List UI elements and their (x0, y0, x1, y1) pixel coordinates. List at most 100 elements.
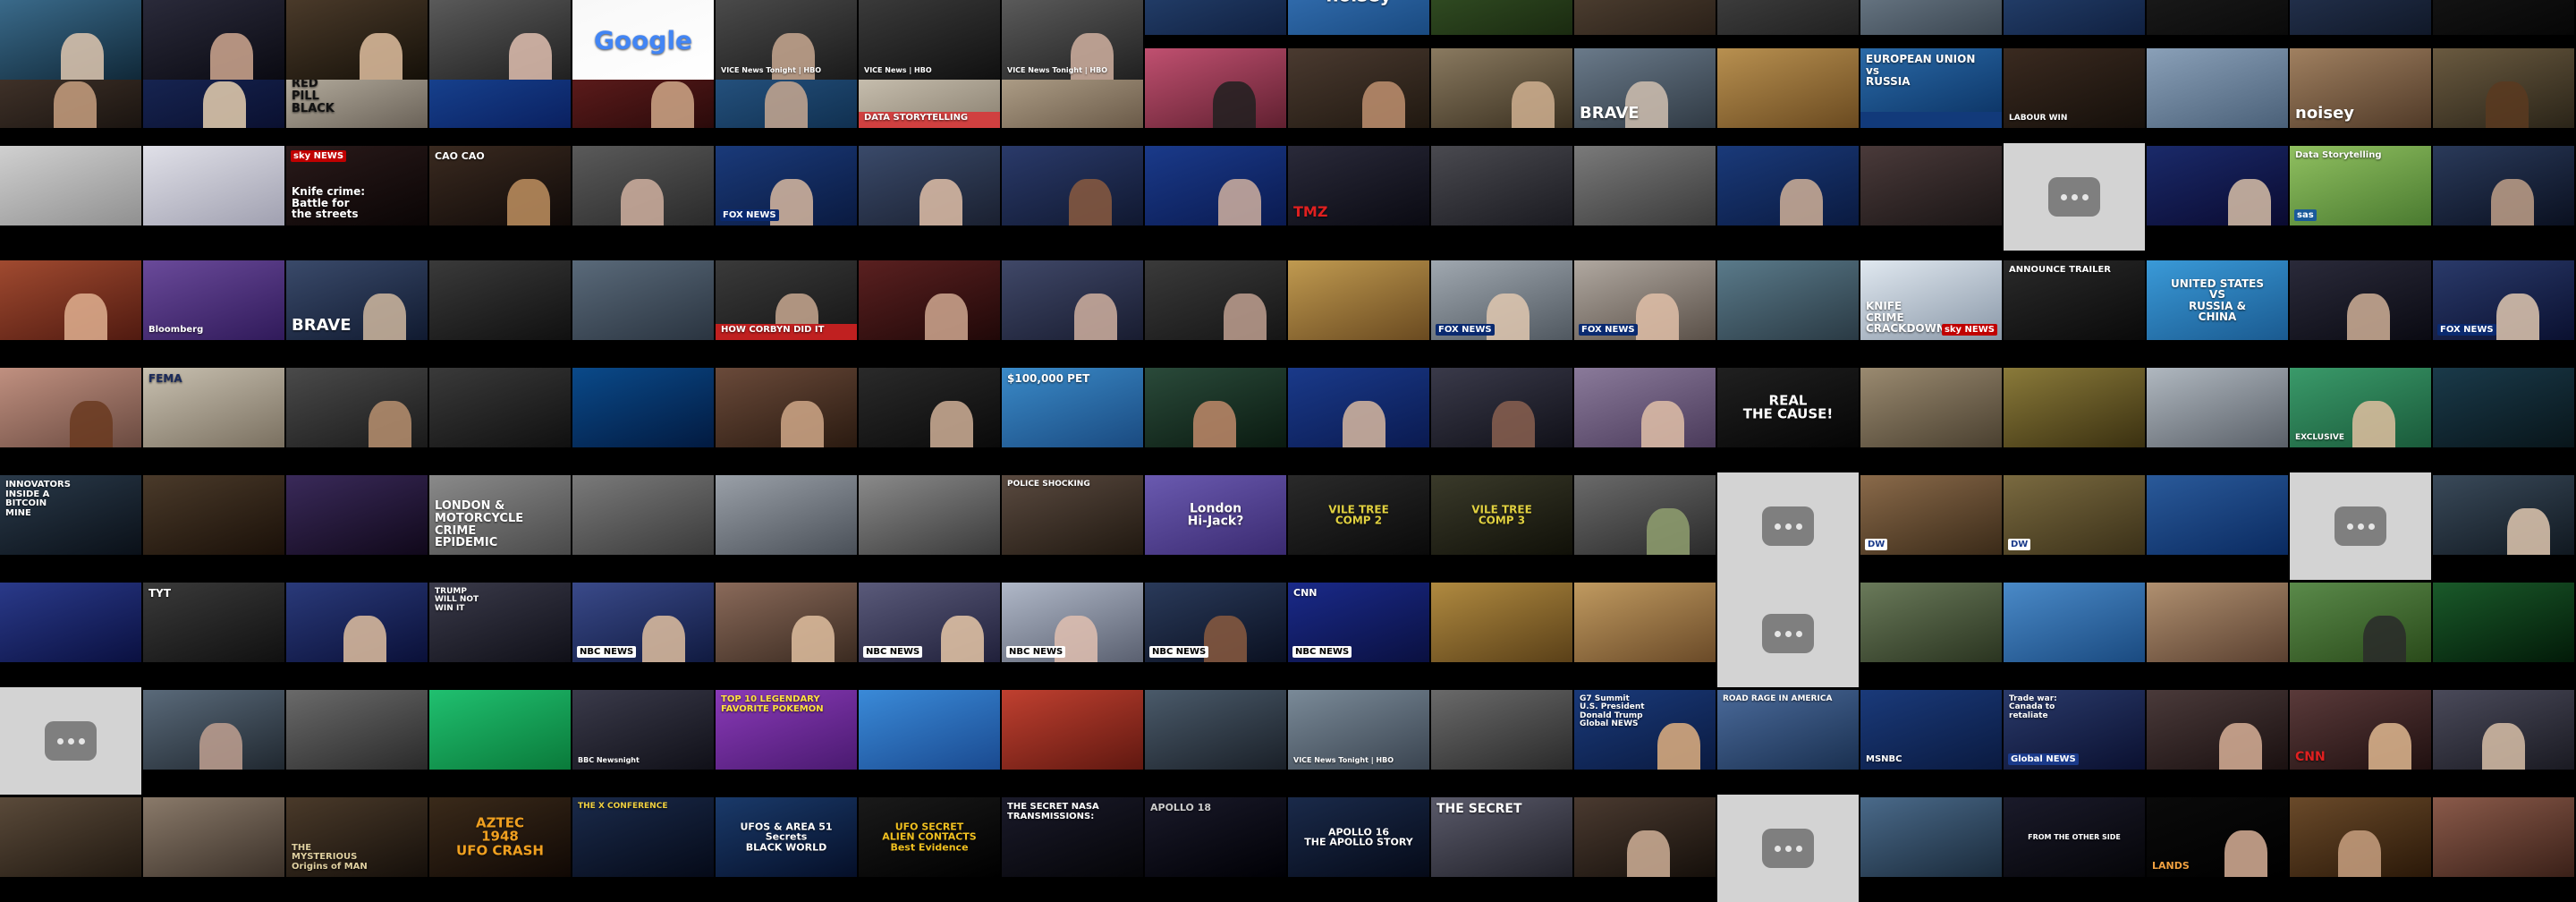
video-thumbnail[interactable] (1574, 583, 1716, 662)
video-thumbnail[interactable] (1717, 260, 1859, 340)
video-thumbnail[interactable] (1288, 368, 1429, 447)
video-thumbnail[interactable]: noisey (2290, 48, 2431, 128)
video-thumbnail[interactable]: CNN NBC NEWS (1288, 583, 1429, 662)
video-thumbnail[interactable]: REAL THE CAUSE! (1717, 368, 1859, 447)
video-thumbnail[interactable] (2290, 583, 2431, 662)
video-thumbnail[interactable] (2433, 797, 2574, 877)
video-thumbnail[interactable] (2433, 583, 2574, 662)
video-thumbnail[interactable]: Trade war: Canada to retaliate Global NEW… (2004, 690, 2145, 770)
video-thumbnail[interactable]: LABOUR WIN (2004, 48, 2145, 128)
video-thumbnail-placeholder[interactable] (2004, 143, 2145, 251)
video-thumbnail[interactable] (1574, 368, 1716, 447)
video-thumbnail[interactable]: VICE News | HBO (859, 0, 1000, 80)
video-thumbnail[interactable]: FOX NEWS (1574, 260, 1716, 340)
video-thumbnail[interactable] (1717, 146, 1859, 226)
video-thumbnail[interactable] (2147, 690, 2288, 770)
video-thumbnail[interactable] (1002, 146, 1143, 226)
video-thumbnail[interactable] (859, 260, 1000, 340)
video-thumbnail[interactable]: APOLLO 16 THE APOLLO STORY (1288, 797, 1429, 877)
video-thumbnail-placeholder[interactable] (0, 687, 141, 795)
video-thumbnail[interactable] (143, 797, 284, 877)
video-thumbnail[interactable] (1002, 260, 1143, 340)
video-thumbnail[interactable] (2433, 368, 2574, 447)
video-thumbnail[interactable] (1431, 146, 1572, 226)
video-thumbnail[interactable] (429, 368, 571, 447)
video-thumbnail[interactable]: London Hi-Jack? (1145, 475, 1286, 555)
video-thumbnail[interactable] (1002, 690, 1143, 770)
video-thumbnail[interactable]: NBC NEWS (859, 583, 1000, 662)
video-thumbnail[interactable] (1574, 475, 1716, 555)
video-thumbnail[interactable] (1288, 260, 1429, 340)
video-thumbnail[interactable]: UFO SECRET ALIEN CONTACTS Best Evidence (859, 797, 1000, 877)
video-thumbnail-placeholder[interactable] (1717, 795, 1859, 902)
video-thumbnail[interactable] (1574, 797, 1716, 877)
video-thumbnail[interactable] (859, 146, 1000, 226)
video-thumbnail[interactable] (0, 583, 141, 662)
video-thumbnail[interactable]: FOX NEWS (1431, 260, 1572, 340)
video-thumbnail[interactable] (286, 690, 428, 770)
video-thumbnail[interactable] (2147, 368, 2288, 447)
video-thumbnail[interactable]: FOX NEWS (716, 146, 857, 226)
video-thumbnail[interactable]: HOW CORBYN DID IT (716, 260, 857, 340)
video-thumbnail[interactable] (572, 146, 714, 226)
video-thumbnail[interactable]: THE MYSTERIOUS Origins of MAN (286, 797, 428, 877)
video-thumbnail[interactable]: TYT (143, 583, 284, 662)
video-thumbnail[interactable] (429, 690, 571, 770)
video-thumbnail[interactable] (2290, 0, 2431, 35)
video-thumbnail[interactable] (1145, 368, 1286, 447)
video-thumbnail[interactable] (2004, 583, 2145, 662)
video-thumbnail[interactable] (1431, 368, 1572, 447)
video-thumbnail[interactable] (1860, 0, 2002, 35)
video-thumbnail[interactable] (143, 0, 284, 80)
video-thumbnail[interactable] (2147, 146, 2288, 226)
video-thumbnail[interactable]: Data Storytelling sas (2290, 146, 2431, 226)
video-thumbnail[interactable] (859, 368, 1000, 447)
video-thumbnail[interactable]: FOX NEWS (2147, 0, 2288, 35)
video-thumbnail[interactable] (572, 260, 714, 340)
video-thumbnail[interactable] (859, 690, 1000, 770)
video-thumbnail[interactable] (2004, 368, 2145, 447)
video-thumbnail[interactable]: APOLLO 18 (1145, 797, 1286, 877)
video-thumbnail[interactable] (429, 0, 571, 80)
video-thumbnail[interactable] (0, 368, 141, 447)
video-thumbnail-placeholder[interactable] (2290, 472, 2431, 580)
video-thumbnail[interactable]: Bloomberg (143, 260, 284, 340)
video-thumbnail[interactable] (716, 583, 857, 662)
video-thumbnail[interactable]: POLICE SHOCKING (1002, 475, 1143, 555)
video-thumbnail[interactable]: Google (572, 0, 714, 80)
video-thumbnail[interactable]: THE X CONFERENCE (572, 797, 714, 877)
video-thumbnail[interactable] (429, 260, 571, 340)
video-thumbnail[interactable]: DW (2004, 475, 2145, 555)
video-thumbnail[interactable] (1145, 48, 1286, 128)
video-thumbnail[interactable]: VILE TREE COMP 2 (1288, 475, 1429, 555)
video-thumbnail[interactable]: FOX NEWS (2004, 0, 2145, 35)
video-thumbnail[interactable]: CNN (2290, 690, 2431, 770)
video-thumbnail[interactable]: VICE News Tonight | HBO (1002, 0, 1143, 80)
video-thumbnail[interactable] (1145, 690, 1286, 770)
video-thumbnail[interactable] (1145, 146, 1286, 226)
video-thumbnail[interactable]: ANNOUNCE TRAILER (2004, 260, 2145, 340)
video-thumbnail[interactable] (2290, 260, 2431, 340)
video-thumbnail-placeholder[interactable] (1717, 472, 1859, 580)
video-thumbnail[interactable] (859, 475, 1000, 555)
video-thumbnail[interactable]: Knife crime: Battle for the streets sky N… (286, 146, 428, 226)
video-thumbnail[interactable] (2147, 475, 2288, 555)
video-thumbnail[interactable] (2433, 475, 2574, 555)
video-thumbnail[interactable] (2433, 146, 2574, 226)
video-thumbnail[interactable]: TOP 10 LEGENDARY FAVORITE POKEMON (716, 690, 857, 770)
video-thumbnail[interactable]: noisey (1288, 0, 1429, 35)
video-thumbnail[interactable] (0, 797, 141, 877)
video-thumbnail[interactable]: AZTEC 1948 UFO CRASH (429, 797, 571, 877)
video-thumbnail[interactable] (1860, 368, 2002, 447)
video-thumbnail[interactable] (716, 368, 857, 447)
video-thumbnail[interactable] (143, 690, 284, 770)
video-thumbnail[interactable]: CAO CAO (429, 146, 571, 226)
video-thumbnail[interactable] (143, 146, 284, 226)
video-thumbnail[interactable] (1574, 0, 1716, 35)
video-thumbnail[interactable]: VILE TREE COMP 3 (1431, 475, 1572, 555)
video-thumbnail[interactable] (1431, 583, 1572, 662)
video-thumbnail[interactable] (1860, 797, 2002, 877)
video-thumbnail[interactable]: TMZ (1288, 146, 1429, 226)
video-thumbnail[interactable]: UFOS & AREA 51 Secrets BLACK WORLD (716, 797, 857, 877)
video-thumbnail[interactable] (2147, 583, 2288, 662)
